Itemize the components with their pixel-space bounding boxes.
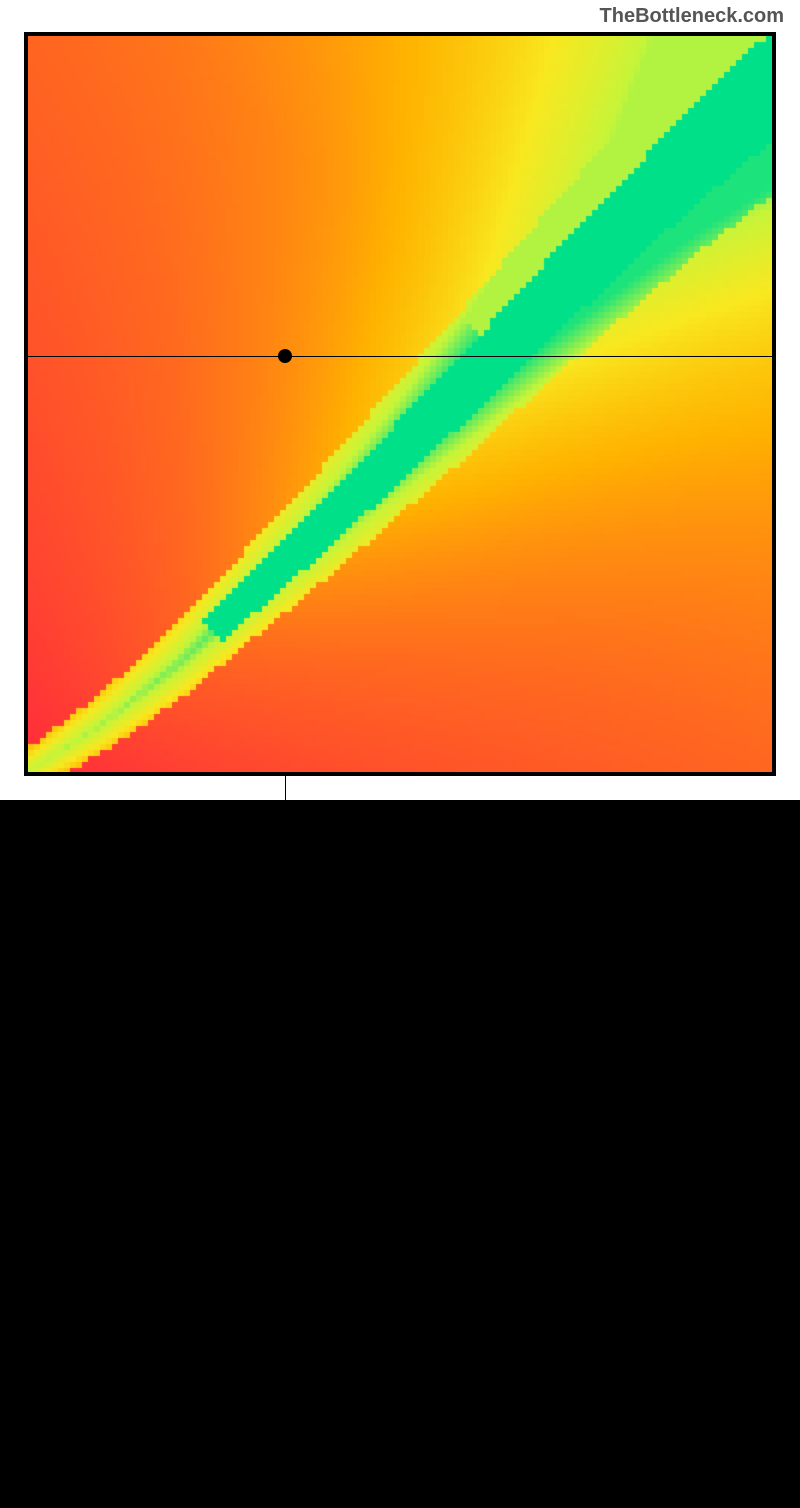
crosshair-horizontal (28, 356, 772, 357)
point-marker (278, 349, 292, 363)
plot-frame (24, 32, 776, 776)
heatmap-canvas (28, 36, 772, 772)
watermark-text: TheBottleneck.com (0, 0, 800, 32)
plot-container (0, 32, 800, 800)
crosshair-vertical (285, 772, 286, 1508)
